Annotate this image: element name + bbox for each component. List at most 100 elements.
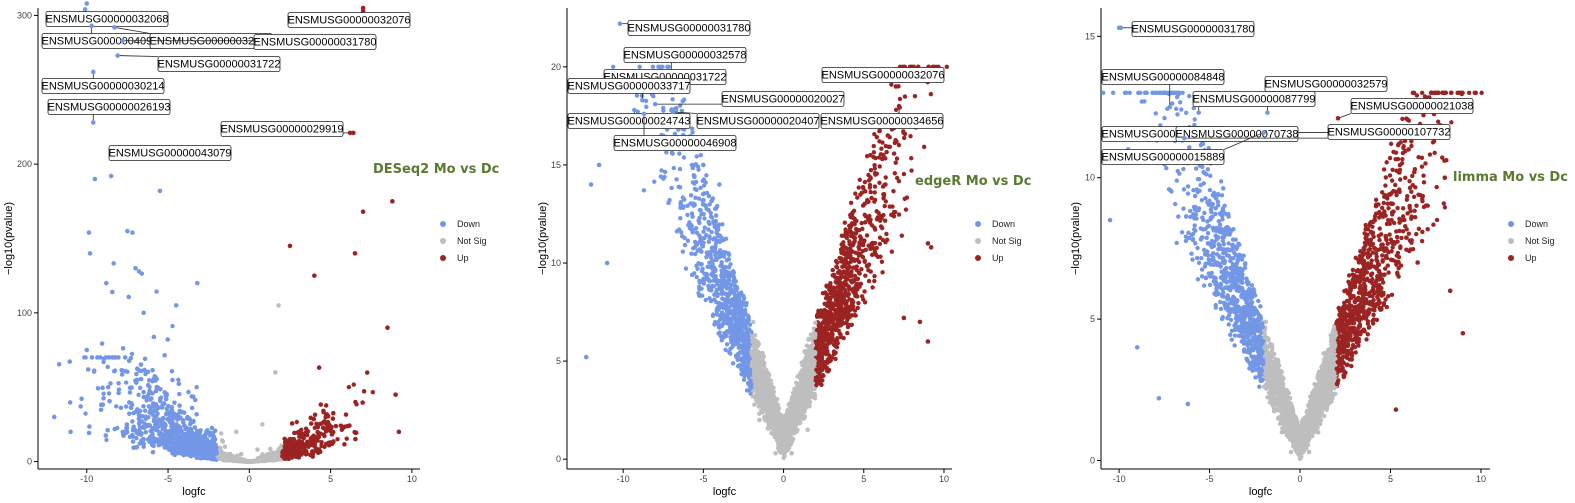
point-up [287,243,293,249]
point-down [177,403,182,408]
point-up [311,416,316,422]
point-down [195,280,200,286]
point-not-sig [268,446,273,452]
point-up [287,450,292,456]
point-down [693,195,698,201]
point-down [126,294,131,300]
point-down [177,391,182,397]
point-down [185,449,190,455]
gene-label-box [41,78,165,94]
point-up [312,412,318,417]
point-down [148,397,153,402]
gene-label-connector [117,55,159,57]
point-up [346,384,352,390]
point-down [101,356,107,361]
point-up [852,273,858,278]
point-down [196,432,201,438]
point-down [677,151,682,156]
point-down [148,434,153,439]
point-down [130,439,136,444]
point-down [694,154,699,159]
point-up [354,402,359,407]
point-up [299,445,305,450]
point-up [319,440,324,445]
point-down [164,430,169,435]
point-down [176,381,182,387]
point-down [160,415,166,421]
point-down [701,240,706,246]
point-up [330,416,336,421]
point-down [157,429,162,435]
point-down [741,377,747,382]
point-down [685,203,690,209]
point-down [208,454,214,460]
point-up [884,149,889,155]
point-down [119,372,125,377]
point-down [706,239,712,245]
point-down [714,309,720,314]
point-down [194,412,199,417]
point-down [210,431,216,436]
point-up [396,429,402,435]
point-not-sig [220,439,226,444]
point-up [361,389,367,394]
gene-label-box [220,121,344,137]
point-down [707,202,712,207]
point-not-sig [274,455,280,460]
point-down [145,382,151,388]
point-down [145,369,151,375]
point-down [92,176,98,182]
point-down [175,443,180,448]
point-down [177,428,183,433]
point-down [106,391,112,396]
x-tick-label: -5 [699,474,707,484]
point-down [113,355,118,360]
point-down [103,280,109,286]
point-down [708,214,714,219]
point-down [169,405,174,410]
point-down [144,398,149,403]
point-up [901,171,907,177]
point-down [191,438,196,444]
point-down [128,401,134,406]
point-down [104,437,109,443]
point-down [125,228,130,234]
point-down [702,216,707,221]
y-axis-title: −log10(pvalue) [3,202,15,275]
x-tick-label: 0 [247,474,252,484]
point-down [701,229,706,234]
point-down [658,174,664,179]
point-down [188,451,194,456]
point-up [326,422,332,427]
point-up [309,421,314,426]
point-down [680,249,686,254]
point-down [737,350,743,355]
point-down [153,414,159,419]
point-up [830,267,835,273]
point-not-sig [254,458,259,464]
point-down [139,271,144,276]
point-up [893,107,899,113]
point-up [308,436,313,441]
point-not-sig [238,451,244,457]
point-down [141,310,146,316]
point-down [86,230,92,235]
point-up [327,428,333,434]
point-up [909,168,914,173]
point-up [866,243,871,248]
point-down [141,444,146,449]
point-down [173,424,179,430]
point-down [130,419,135,424]
point-up [842,220,848,225]
point-down [688,201,693,206]
point-up [298,428,303,434]
point-down [22,389,26,393]
point-down [158,398,163,404]
point-down [172,400,177,405]
point-up [322,419,327,424]
point-down [159,405,165,410]
point-down [661,108,666,113]
y-tick-label: 15 [551,160,561,170]
point-down [639,93,645,98]
point-up [877,218,883,223]
